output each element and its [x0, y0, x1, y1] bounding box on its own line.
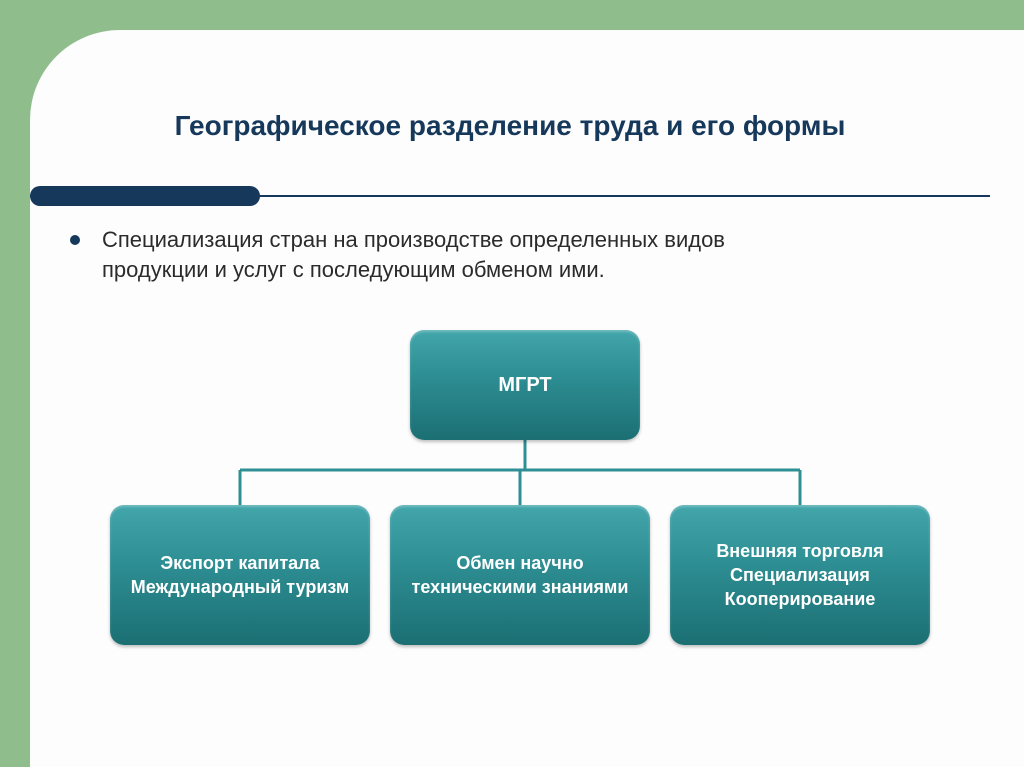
bullet-icon	[70, 235, 80, 245]
diagram-child-node-1: Обмен научно техническими знаниями	[390, 505, 650, 645]
divider	[30, 186, 990, 206]
org-chart-diagram: МГРТ Экспорт капитала Международный туриз…	[110, 330, 930, 680]
divider-pill	[30, 186, 260, 206]
diagram-root-node: МГРТ	[410, 330, 640, 440]
diagram-child-node-2: Внешняя торговля Специализация Коопериро…	[670, 505, 930, 645]
diagram-child-node-0: Экспорт капитала Международный туризм	[110, 505, 370, 645]
body-text: Специализация стран на производстве опре…	[102, 225, 830, 284]
body-bullet-item: Специализация стран на производстве опре…	[70, 225, 830, 284]
slide-title: Географическое разделение труда и его фо…	[95, 110, 925, 142]
sidebar-accent	[0, 0, 30, 767]
